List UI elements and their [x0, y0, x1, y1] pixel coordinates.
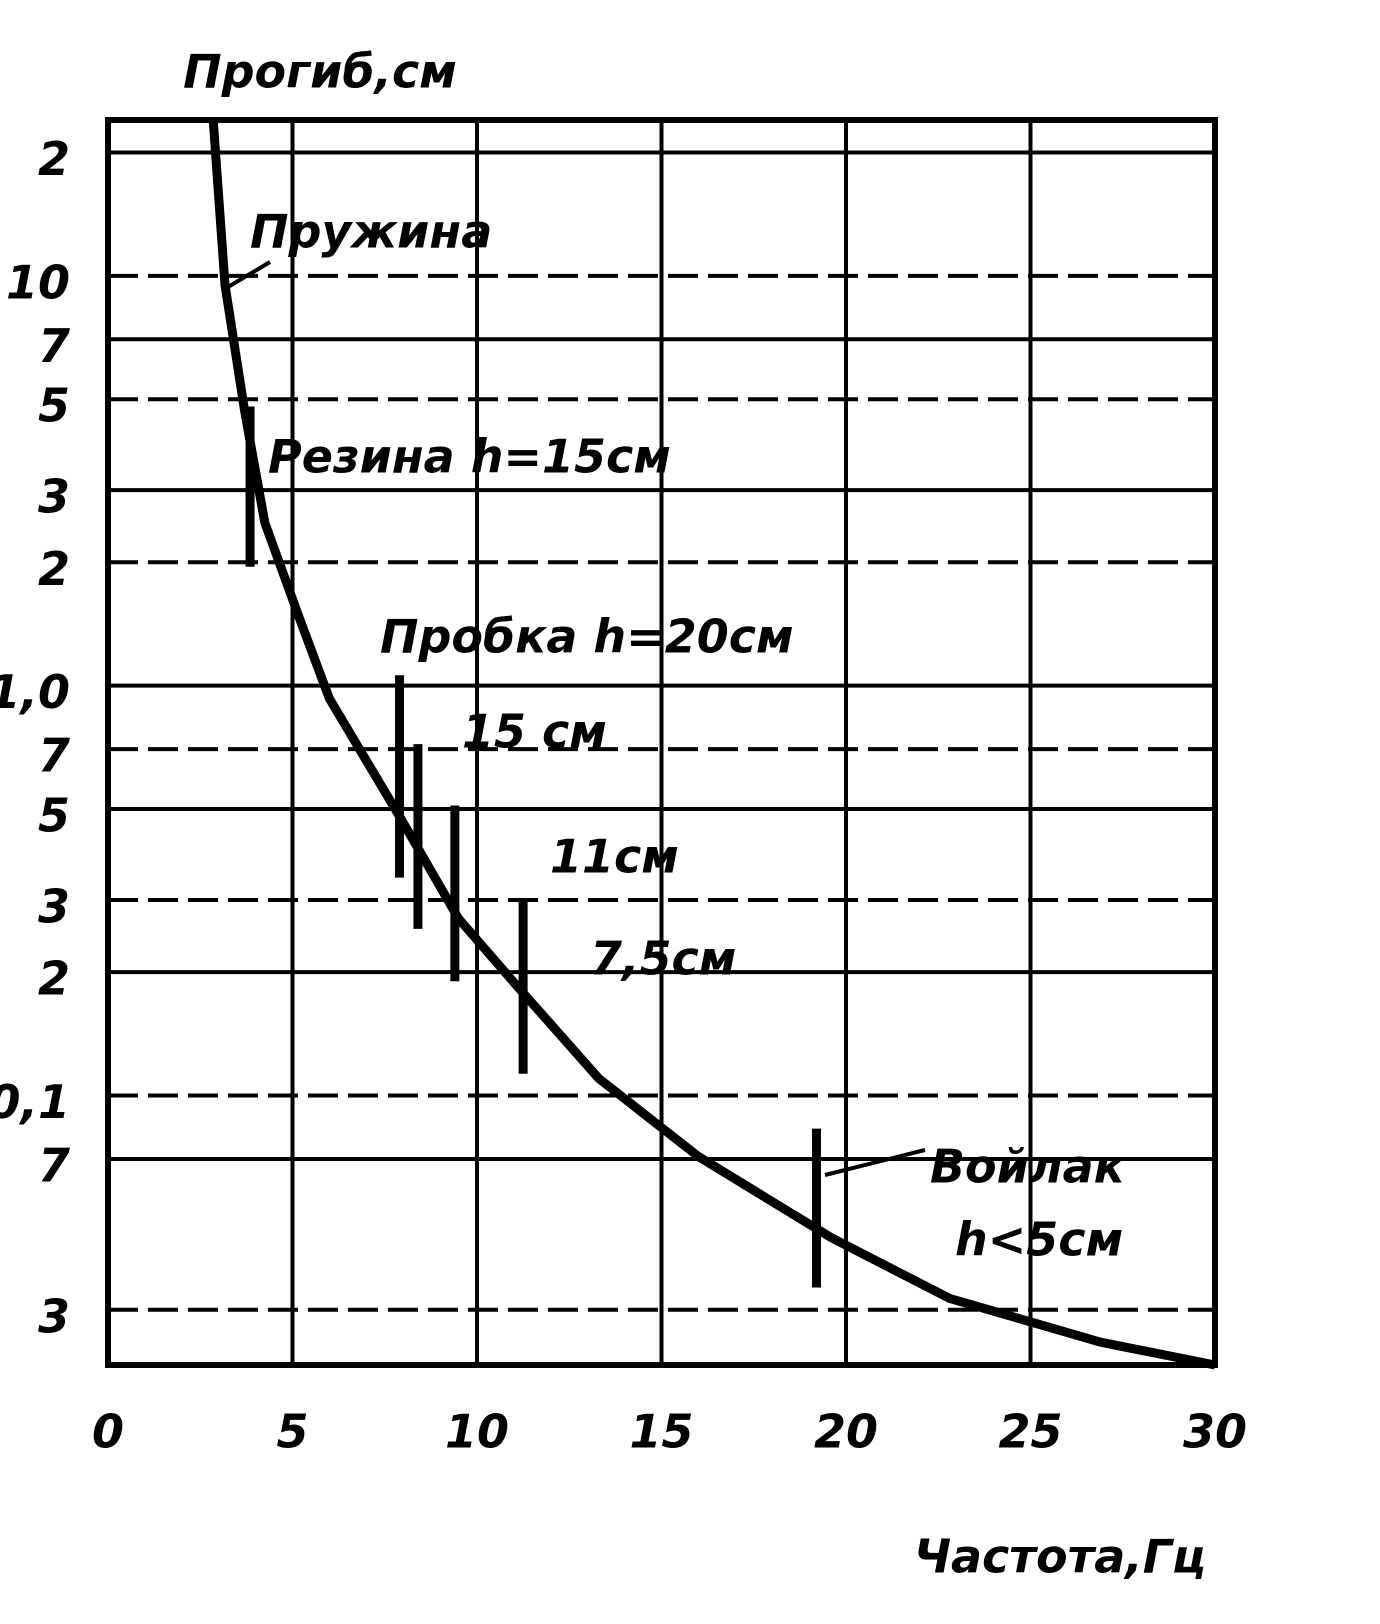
y-tick-label: 2: [38, 542, 70, 596]
y-tick-label: 10: [6, 255, 70, 309]
annotation: 7,5см: [590, 932, 736, 986]
annotation: 11см: [550, 830, 679, 884]
y-axis-title: Прогиб,см: [183, 45, 457, 99]
x-tick-label: 5: [276, 1405, 308, 1459]
x-tick-label: 15: [629, 1405, 693, 1459]
y-tick-label: 0,1: [0, 1075, 70, 1129]
y-tick-label: 5: [38, 789, 70, 843]
x-tick-label: 25: [998, 1405, 1062, 1459]
y-tick-label: 5: [38, 379, 70, 433]
x-tick-label: 0: [92, 1405, 124, 1459]
y-tick-label: 7: [38, 729, 70, 783]
y-tick-label: 7: [38, 319, 70, 373]
y-tick-label: 2: [38, 952, 70, 1006]
leader: [226, 260, 272, 289]
leader: [824, 1148, 926, 1177]
x-tick-label: 10: [445, 1405, 509, 1459]
annotation: Пружина: [250, 205, 492, 259]
y-tick-label: 3: [38, 1289, 70, 1343]
x-tick-label: 20: [814, 1405, 878, 1459]
y-tick-label: 3: [38, 470, 70, 524]
annotation: Войлак: [930, 1140, 1127, 1194]
annotation: h<5см: [955, 1213, 1123, 1267]
x-axis-title: Частота,Гц: [914, 1530, 1206, 1584]
y-tick-label: 7: [38, 1138, 70, 1192]
annotation: Резина h=15см: [268, 430, 671, 484]
y-tick-label: 2: [38, 132, 70, 186]
x-tick-label: 30: [1183, 1405, 1247, 1459]
y-tick-label: 3: [38, 879, 70, 933]
y-tick-label: 1,0: [0, 665, 70, 719]
annotation: 15 см: [462, 705, 607, 759]
annotation: Пробка h=20см: [380, 610, 794, 664]
